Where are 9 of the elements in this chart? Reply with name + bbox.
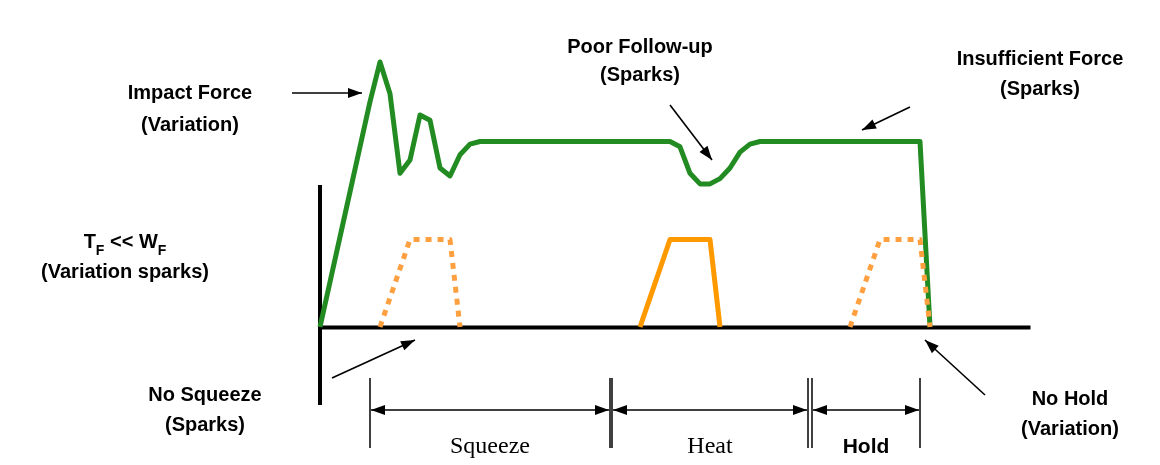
text: No Hold (Variation): [1021, 387, 1119, 440]
text: T$_{F}$ << W$_{F}$ (Variation sparks): [41, 230, 209, 283]
annotation: Poor Follow-up (Sparks): [567, 35, 713, 86]
text: Heat: [687, 431, 733, 458]
text: Impact Force (Variation): [127, 81, 253, 136]
text: No Squeeze (Sparks): [148, 383, 262, 436]
text: Squeeze: [450, 431, 530, 458]
annotation: Insufficient Force (Sparks): [956, 47, 1124, 100]
text: Hold: [842, 433, 890, 457]
